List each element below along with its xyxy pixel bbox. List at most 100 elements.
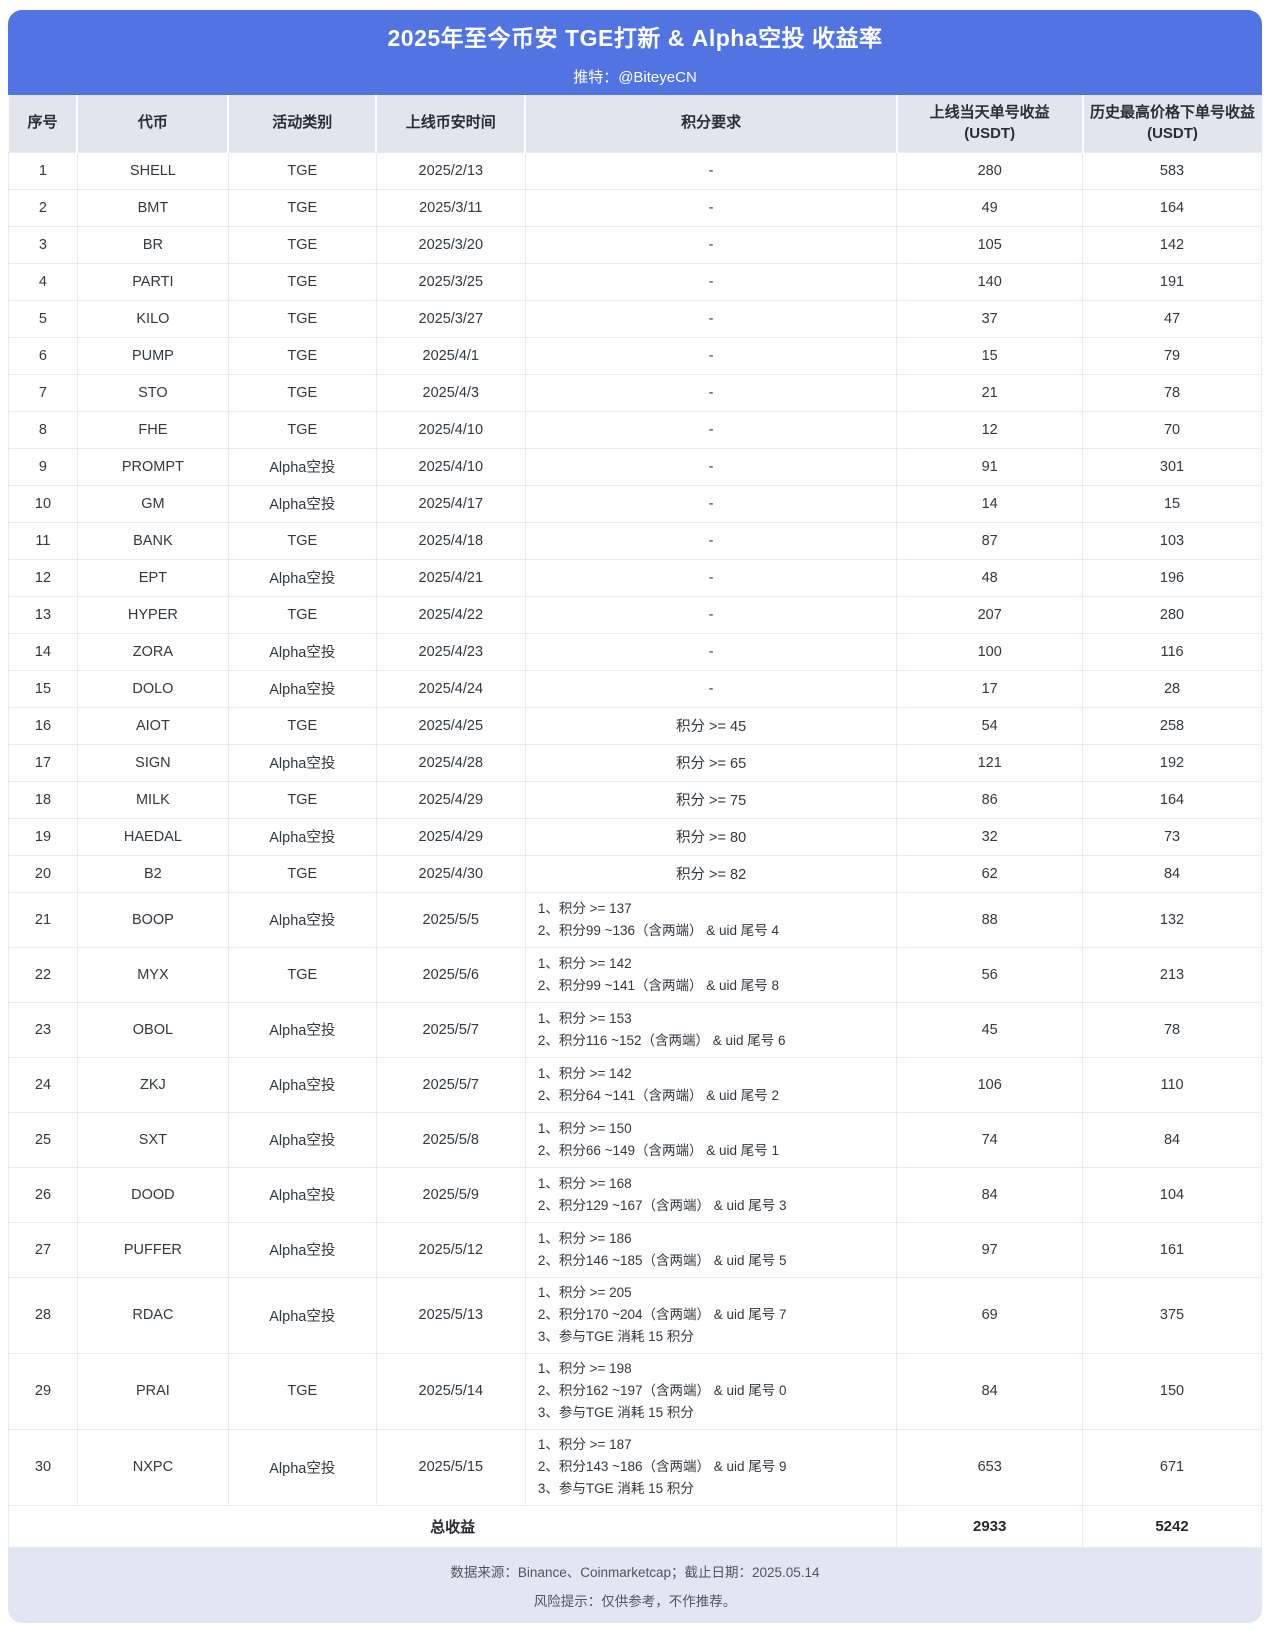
cell-activity-type: TGE: [227, 299, 377, 338]
cell-ath-revenue: 73: [1082, 817, 1262, 856]
cell-activity-type: Alpha空投: [227, 1111, 377, 1168]
cell-index: 14: [8, 632, 78, 671]
criteria-line: -: [708, 532, 714, 549]
cell-listing-date: 2025/4/17: [375, 484, 526, 523]
table-row: 26 DOOD Alpha空投 2025/5/9 1、积分 >= 168 2、积分129 …: [8, 1166, 1262, 1223]
cell-activity-type: TGE: [227, 595, 377, 634]
cell-listing-date: 2025/4/25: [375, 706, 526, 745]
criteria-line: 1、积分 >= 142: [537, 955, 632, 971]
cell-criteria: 1、积分 >= 186 2、积分146 ~185（含两端） & uid 尾号 5: [524, 1221, 898, 1278]
cell-activity-type: TGE: [227, 225, 377, 264]
cell-activity-type: TGE: [227, 336, 377, 375]
cell-listing-date: 2025/4/3: [375, 373, 526, 412]
cell-criteria: 1、积分 >= 150 2、积分66 ~149（含两端） & uid 尾号 1: [524, 1111, 898, 1168]
criteria-line: 2、积分162 ~197（含两端） & uid 尾号 0: [537, 1383, 787, 1399]
cell-day1-revenue: 280: [896, 151, 1084, 190]
cell-day1-revenue: 106: [896, 1056, 1084, 1113]
table-row: 30 NXPC Alpha空投 2025/5/15 1、积分 >= 187 2、积分143…: [8, 1428, 1262, 1506]
cell-token: BMT: [76, 188, 229, 227]
cell-ath-revenue: 103: [1082, 521, 1262, 560]
cell-criteria: 1、积分 >= 153 2、积分116 ~152（含两端） & uid 尾号 6: [524, 1001, 898, 1058]
cell-activity-type: Alpha空投: [227, 817, 377, 856]
cell-activity-type: Alpha空投: [227, 1428, 377, 1506]
table-row: 6 PUMP TGE 2025/4/1 - 15 79: [8, 336, 1262, 375]
cell-token: HAEDAL: [76, 817, 229, 856]
cell-token: DOOD: [76, 1166, 229, 1223]
cell-criteria: 1、积分 >= 198 2、积分162 ~197（含两端） & uid 尾号 0 3…: [524, 1352, 898, 1430]
cell-day1-revenue: 84: [896, 1166, 1084, 1223]
cell-index: 5: [8, 299, 78, 338]
criteria-line: 1、积分 >= 198: [537, 1361, 632, 1377]
cell-activity-type: Alpha空投: [227, 743, 377, 782]
cell-token: ZKJ: [76, 1056, 229, 1113]
cell-index: 9: [8, 447, 78, 486]
cell-listing-date: 2025/3/11: [375, 188, 526, 227]
cell-listing-date: 2025/4/23: [375, 632, 526, 671]
cell-token: HYPER: [76, 595, 229, 634]
cell-activity-type: TGE: [227, 151, 377, 190]
criteria-line: 积分 >= 80: [676, 830, 747, 846]
table-row: 12 EPT Alpha空投 2025/4/21 - 48 196: [8, 558, 1262, 597]
table-row: 29 PRAI TGE 2025/5/14 1、积分 >= 198 2、积分162 ~19…: [8, 1352, 1262, 1430]
cell-token: RDAC: [76, 1276, 229, 1354]
cell-listing-date: 2025/4/22: [375, 595, 526, 634]
cell-criteria: -: [524, 484, 898, 523]
criteria-line: -: [708, 162, 714, 179]
cell-criteria: 1、积分 >= 142 2、积分64 ~141（含两端） & uid 尾号 2: [524, 1056, 898, 1113]
cell-criteria: -: [524, 521, 898, 560]
cell-activity-type: TGE: [227, 521, 377, 560]
cell-listing-date: 2025/5/5: [375, 891, 526, 948]
cell-listing-date: 2025/5/7: [375, 1001, 526, 1058]
cell-day1-revenue: 15: [896, 336, 1084, 375]
cell-criteria: 积分 >= 65: [524, 743, 898, 782]
cell-listing-date: 2025/4/29: [375, 817, 526, 856]
cell-activity-type: Alpha空投: [227, 632, 377, 671]
criteria-line: -: [708, 199, 714, 216]
cell-criteria: -: [524, 558, 898, 597]
criteria-line: 2、积分129 ~167（含两端） & uid 尾号 3: [537, 1197, 787, 1213]
cell-activity-type: Alpha空投: [227, 558, 377, 597]
cell-criteria: 1、积分 >= 205 2、积分170 ~204（含两端） & uid 尾号 7 3…: [524, 1276, 898, 1354]
cell-ath-revenue: 671: [1082, 1428, 1262, 1506]
cell-activity-type: Alpha空投: [227, 1221, 377, 1278]
data-source-note: 数据来源：Binance、Coinmarketcap；截止日期：2025.05.…: [450, 1564, 820, 1580]
cell-ath-revenue: 116: [1082, 632, 1262, 671]
cell-criteria: -: [524, 151, 898, 190]
cell-token: FHE: [76, 410, 229, 449]
criteria-line: 2、积分143 ~186（含两端） & uid 尾号 9: [537, 1459, 787, 1475]
cell-day1-revenue: 12: [896, 410, 1084, 449]
criteria-line: -: [708, 458, 714, 475]
table-row: 18 MILK TGE 2025/4/29 积分 >= 75 86 164: [8, 780, 1262, 819]
criteria-line: 3、参与TGE 消耗 15 积分: [537, 1328, 694, 1344]
cell-index: 18: [8, 780, 78, 819]
criteria-line: 3、参与TGE 消耗 15 积分: [537, 1480, 694, 1496]
cell-ath-revenue: 191: [1082, 262, 1262, 301]
cell-ath-revenue: 28: [1082, 669, 1262, 708]
criteria-line: 1、积分 >= 142: [537, 1065, 632, 1081]
cell-token: MILK: [76, 780, 229, 819]
cell-day1-revenue: 49: [896, 188, 1084, 227]
criteria-line: 1、积分 >= 187: [537, 1437, 632, 1453]
cell-listing-date: 2025/5/12: [375, 1221, 526, 1278]
col-header-activity-type: 活动类别: [227, 95, 377, 152]
criteria-line: -: [708, 569, 714, 586]
cell-ath-revenue: 132: [1082, 891, 1262, 948]
cell-index: 16: [8, 706, 78, 745]
col-header-day1-revenue: 上线当天单号收益 (USDT): [895, 95, 1083, 152]
cell-ath-revenue: 84: [1082, 1111, 1262, 1168]
criteria-line: -: [708, 680, 714, 697]
cell-token: PRAI: [76, 1352, 229, 1430]
cell-token: PUMP: [76, 336, 229, 375]
cell-day1-revenue: 84: [896, 1352, 1084, 1430]
title-band: 2025年至今币安 TGE打新 & Alpha空投 收益率 推特：@Biteye…: [8, 10, 1262, 95]
table-row: 13 HYPER TGE 2025/4/22 - 207 280: [8, 595, 1262, 634]
cell-ath-revenue: 301: [1082, 447, 1262, 486]
criteria-line: -: [708, 347, 714, 364]
cell-index: 17: [8, 743, 78, 782]
cell-day1-revenue: 14: [896, 484, 1084, 523]
cell-activity-type: TGE: [227, 706, 377, 745]
cell-day1-revenue: 62: [896, 854, 1084, 893]
cell-listing-date: 2025/4/24: [375, 669, 526, 708]
cell-activity-type: Alpha空投: [227, 1001, 377, 1058]
table-row: 24 ZKJ Alpha空投 2025/5/7 1、积分 >= 142 2、积分64 ~1…: [8, 1056, 1262, 1113]
